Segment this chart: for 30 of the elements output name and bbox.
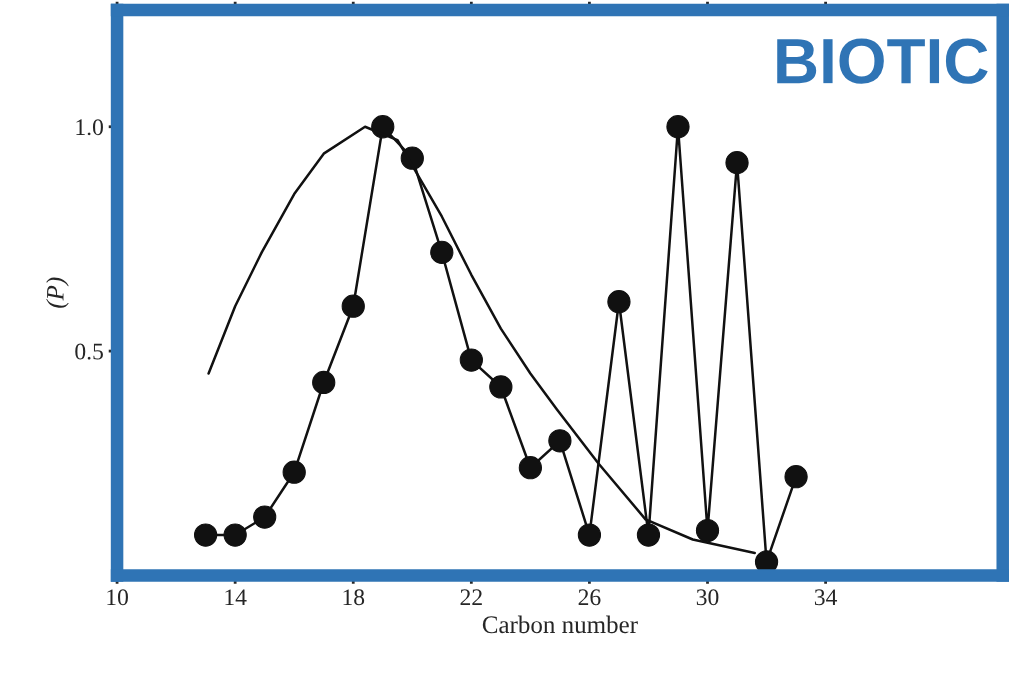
- x-tick-label: 22: [460, 589, 482, 605]
- point: [194, 523, 218, 547]
- point: [725, 151, 749, 175]
- x-tick-label: 34: [814, 589, 838, 606]
- point: [223, 523, 247, 547]
- point: [489, 375, 513, 399]
- point: [784, 465, 808, 489]
- point: [341, 294, 365, 318]
- point: [636, 523, 661, 547]
- point: [459, 348, 483, 372]
- point: [695, 518, 720, 543]
- x-axis-title: Carbon number: [482, 615, 638, 634]
- x-tick-label: 14: [225, 589, 247, 605]
- x-tick-label: 30: [696, 589, 719, 606]
- x-tick-label: 26: [578, 589, 601, 606]
- point: [548, 429, 572, 453]
- y-axis-title: (P): [46, 277, 69, 308]
- point: [312, 370, 336, 395]
- point: [577, 523, 602, 547]
- point: [518, 456, 543, 480]
- annotation: BIOTIC: [777, 38, 988, 84]
- x-tick-label: 10: [107, 589, 128, 606]
- point: [607, 290, 631, 314]
- y-tick-label: 1.0: [76, 119, 103, 136]
- point: [282, 460, 306, 484]
- point: [253, 505, 277, 529]
- point: [430, 240, 454, 265]
- y-tick-label: 0.5: [75, 343, 103, 360]
- point: [666, 115, 690, 139]
- x-tick-label: 18: [343, 589, 365, 606]
